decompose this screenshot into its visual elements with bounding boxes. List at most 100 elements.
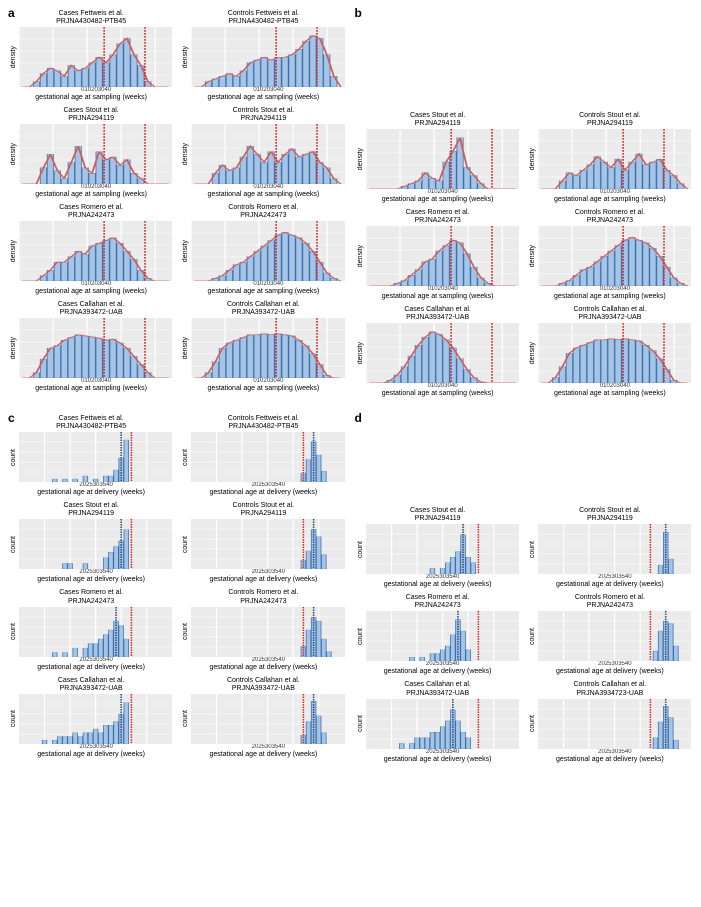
x-axis-label: gestational age at sampling (weeks) xyxy=(208,191,320,198)
y-axis-label: density xyxy=(357,342,364,364)
chart-wrap: count xyxy=(10,607,172,657)
panel-title: Cases Romero et al. PRJNA242473 xyxy=(406,209,470,225)
chart-wrap: density xyxy=(10,27,172,87)
y-axis-label: count xyxy=(529,715,536,732)
y-axis-label: count xyxy=(10,449,17,466)
x-ticks: 010203040 xyxy=(427,189,459,195)
y-axis-label: count xyxy=(357,628,364,645)
x-axis-label: gestational age at delivery (weeks) xyxy=(37,664,145,671)
chart-panel: Controls Stout et al. PRJNA294119 density… xyxy=(182,107,344,198)
chart-panel: Cases Romero et al. PRJNA242473density01… xyxy=(10,204,172,295)
x-axis-label: gestational age at sampling (weeks) xyxy=(208,385,320,392)
x-axis-label: gestational age at sampling (weeks) xyxy=(208,94,320,101)
chart-area xyxy=(19,27,172,87)
chart-wrap: count xyxy=(182,432,344,482)
chart-wrap: density xyxy=(10,124,172,184)
panel-title: Cases Stout et al. PRJNA294119 xyxy=(63,107,118,123)
y-axis-label: density xyxy=(182,337,189,359)
y-axis-label: density xyxy=(529,148,536,170)
chart-wrap: count xyxy=(182,607,344,657)
chart-wrap: density xyxy=(10,221,172,281)
chart-wrap: density xyxy=(182,221,344,281)
panel-title: Cases Stout et al. PRJNA294119 xyxy=(410,507,465,523)
chart-area xyxy=(538,524,691,574)
chart-wrap: count xyxy=(10,519,172,569)
chart-panel: Cases Fettweis et al. PRJNA430482-PTB45 c… xyxy=(10,415,172,496)
panel-title: Controls Stout et al. PRJNA294119 xyxy=(233,107,294,123)
x-axis-label: gestational age at delivery (weeks) xyxy=(209,664,317,671)
chart-wrap: count xyxy=(529,524,691,574)
chart-wrap: count xyxy=(357,611,519,661)
chart-wrap: density xyxy=(529,323,691,383)
x-ticks: 2025303540 xyxy=(251,657,286,663)
x-ticks: 2025303540 xyxy=(597,574,632,580)
chart-panel: Controls Callahan et al. PRJNA3934723-UA… xyxy=(529,681,691,762)
chart-panel: Cases Stout et al. PRJNA294119density010… xyxy=(357,112,519,203)
x-ticks: 2025303540 xyxy=(425,749,460,755)
chart-wrap: count xyxy=(10,432,172,482)
x-ticks: 010203040 xyxy=(427,286,459,292)
y-axis-label: count xyxy=(529,628,536,645)
chart-panel: Controls Romero et al. PRJNA242473densit… xyxy=(182,204,344,295)
x-ticks: 010203040 xyxy=(599,189,631,195)
panel-title: Controls Callahan et al. PRJNA3934723-UA… xyxy=(573,681,646,697)
x-axis-label: gestational age at sampling (weeks) xyxy=(35,191,147,198)
chart-panel: Cases Romero et al. PRJNA242473count2025… xyxy=(357,594,519,675)
x-ticks: 2025303540 xyxy=(597,749,632,755)
chart-area xyxy=(191,318,344,378)
x-ticks: 010203040 xyxy=(80,184,112,190)
x-ticks: 010203040 xyxy=(599,383,631,389)
y-axis-label: density xyxy=(10,337,17,359)
y-axis-label: count xyxy=(10,536,17,553)
chart-area xyxy=(538,129,691,189)
y-axis-label: density xyxy=(182,143,189,165)
x-ticks: 2025303540 xyxy=(251,744,286,750)
chart-wrap: density xyxy=(357,226,519,286)
y-axis-label: density xyxy=(529,342,536,364)
chart-area xyxy=(366,226,519,286)
x-ticks: 2025303540 xyxy=(78,569,113,575)
chart-panel: Cases Callahan et al. PRJNA393472-UABden… xyxy=(357,306,519,397)
y-axis-label: count xyxy=(357,541,364,558)
x-axis-label: gestational age at sampling (weeks) xyxy=(35,94,147,101)
x-ticks: 010203040 xyxy=(427,383,459,389)
panel-title: Controls Callahan et al. PRJNA393472-UAB xyxy=(227,301,300,317)
chart-panel: Cases Stout et al. PRJNA294119count20253… xyxy=(357,507,519,588)
panel-title: Controls Stout et al. PRJNA294119 xyxy=(579,507,640,523)
x-axis-label: gestational age at delivery (weeks) xyxy=(209,576,317,583)
x-ticks: 2025303540 xyxy=(597,661,632,667)
panel-title: Controls Romero et al. PRJNA242473 xyxy=(575,594,645,610)
panel-title: Cases Fettweis et al. PRJNA430482-PTB45 xyxy=(56,415,126,431)
y-axis-label: density xyxy=(10,143,17,165)
chart-panel: Cases Romero et al. PRJNA242473count2025… xyxy=(10,589,172,670)
x-ticks: 010203040 xyxy=(80,281,112,287)
panel-title: Controls Stout et al. PRJNA294119 xyxy=(233,502,294,518)
chart-area xyxy=(538,611,691,661)
chart-panel: Controls Fettweis et al. PRJNA430482-PTB… xyxy=(182,10,344,101)
section-a: a Cases Fettweis et al. PRJNA430482-PTB4… xyxy=(10,10,345,392)
chart-area xyxy=(366,611,519,661)
chart-panel: Controls Stout et al. PRJNA294119count20… xyxy=(182,502,344,583)
x-ticks: 010203040 xyxy=(252,184,284,190)
section-label-d: d xyxy=(355,411,362,425)
y-axis-label: density xyxy=(182,240,189,262)
section-c: c Cases Fettweis et al. PRJNA430482-PTB4… xyxy=(10,415,345,757)
chart-wrap: count xyxy=(529,699,691,749)
section-label-c: c xyxy=(8,411,15,425)
chart-area xyxy=(366,323,519,383)
chart-panel: Controls Romero et al. PRJNA242473densit… xyxy=(529,209,691,300)
x-ticks: 2025303540 xyxy=(78,482,113,488)
x-axis-label: gestational age at delivery (weeks) xyxy=(556,668,664,675)
y-axis-label: count xyxy=(529,541,536,558)
chart-panel: Controls Stout et al. PRJNA294119 count 20… xyxy=(529,507,691,588)
chart-area xyxy=(366,699,519,749)
x-axis-label: gestational age at sampling (weeks) xyxy=(208,288,320,295)
chart-area xyxy=(191,124,344,184)
panel-title: Cases Romero et al. PRJNA242473 xyxy=(59,589,123,605)
y-axis-label: density xyxy=(357,148,364,170)
x-axis-label: gestational age at sampling (weeks) xyxy=(35,288,147,295)
panel-title: Controls Stout et al. PRJNA294119 xyxy=(579,112,640,128)
chart-area xyxy=(538,699,691,749)
x-axis-label: gestational age at sampling (weeks) xyxy=(554,196,666,203)
y-axis-label: count xyxy=(182,536,189,553)
